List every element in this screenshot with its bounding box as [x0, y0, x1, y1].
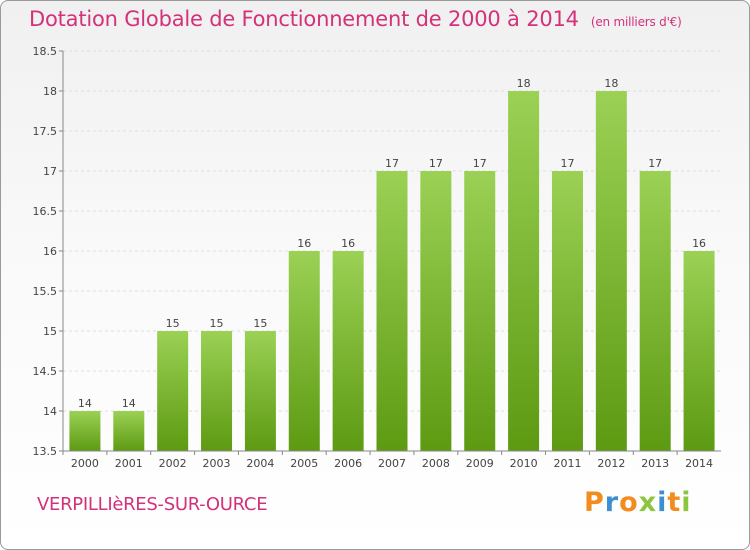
x-tick-label: 2011 [553, 457, 581, 470]
data-label: 14 [122, 397, 136, 410]
x-tick-label: 2013 [641, 457, 669, 470]
x-tick-label: 2001 [115, 457, 143, 470]
x-tick-label: 2012 [597, 457, 625, 470]
bar [639, 171, 671, 451]
x-tick-label: 2006 [334, 457, 362, 470]
data-label: 18 [517, 77, 531, 90]
data-label: 15 [253, 317, 267, 330]
data-label: 17 [648, 157, 662, 170]
proxiti-logo: Proxiti [584, 487, 692, 518]
bar [157, 331, 189, 451]
x-tick-label: 2010 [510, 457, 538, 470]
x-tick-label: 2009 [466, 457, 494, 470]
data-label: 18 [604, 77, 618, 90]
bar [69, 411, 101, 451]
logo-letter: t [667, 487, 682, 518]
bar [683, 251, 715, 451]
data-label: 17 [385, 157, 399, 170]
bar [332, 251, 364, 451]
data-label: 15 [210, 317, 224, 330]
logo-letter: o [619, 487, 639, 518]
bar [288, 251, 320, 451]
bar [244, 331, 276, 451]
x-tick-label: 2008 [422, 457, 450, 470]
y-tick-label: 16.5 [33, 205, 58, 218]
x-tick-label: 2007 [378, 457, 406, 470]
logo-letter: x [638, 487, 658, 518]
x-tick-label: 2004 [246, 457, 274, 470]
y-tick-label: 18.5 [33, 45, 58, 58]
x-tick-label: 2003 [203, 457, 231, 470]
bar [508, 91, 540, 451]
bar [201, 331, 233, 451]
data-label: 17 [473, 157, 487, 170]
data-label: 17 [429, 157, 443, 170]
axes [62, 51, 721, 452]
bar [464, 171, 496, 451]
x-tick-label: 2014 [685, 457, 713, 470]
y-tick-label: 18 [43, 85, 57, 98]
y-tick-label: 15.5 [33, 285, 58, 298]
y-tick-label: 16 [43, 245, 57, 258]
y-tick-label: 14 [43, 405, 57, 418]
y-tick-label: 17.5 [33, 125, 58, 138]
bar [551, 171, 583, 451]
y-tick-label: 13.5 [33, 445, 58, 458]
data-label: 17 [560, 157, 574, 170]
data-label: 15 [166, 317, 180, 330]
data-label: 16 [341, 237, 355, 250]
bar [113, 411, 145, 451]
y-tick-label: 17 [43, 165, 57, 178]
x-tick-label: 2000 [71, 457, 99, 470]
data-labels: 14 14 15 15 15 16 16 17 17 17 18 17 18 17 16 [78, 77, 706, 410]
logo-letter: i [681, 487, 692, 518]
y-tick-label: 15 [43, 325, 57, 338]
chart-title: Dotation Globale de Fonctionnement de 20… [29, 7, 682, 31]
x-tick-label: 2005 [290, 457, 318, 470]
logo-letter: i [657, 487, 668, 518]
y-tick-labels: 13.5 14 14.5 15 15.5 16 16.5 17 17.5 18 18.5 [33, 45, 58, 458]
commune-name: VERPILLIèRES-SUR-OURCE [37, 494, 268, 515]
bar [376, 171, 408, 451]
y-tick-label: 14.5 [33, 365, 58, 378]
data-label: 16 [692, 237, 706, 250]
x-tick-label: 2002 [159, 457, 187, 470]
bar [420, 171, 452, 451]
bars [69, 91, 715, 451]
logo-letter: P [584, 487, 605, 518]
data-label: 16 [297, 237, 311, 250]
logo-letter: r [604, 487, 620, 518]
title-text: Dotation Globale de Fonctionnement de 20… [29, 7, 579, 31]
bar [595, 91, 627, 451]
data-label: 14 [78, 397, 92, 410]
unit-label: (en milliers d'€) [590, 15, 682, 29]
x-tick-labels: 2000 2001 2002 2003 2004 2005 2006 2007 2008 2009… [62, 451, 713, 470]
